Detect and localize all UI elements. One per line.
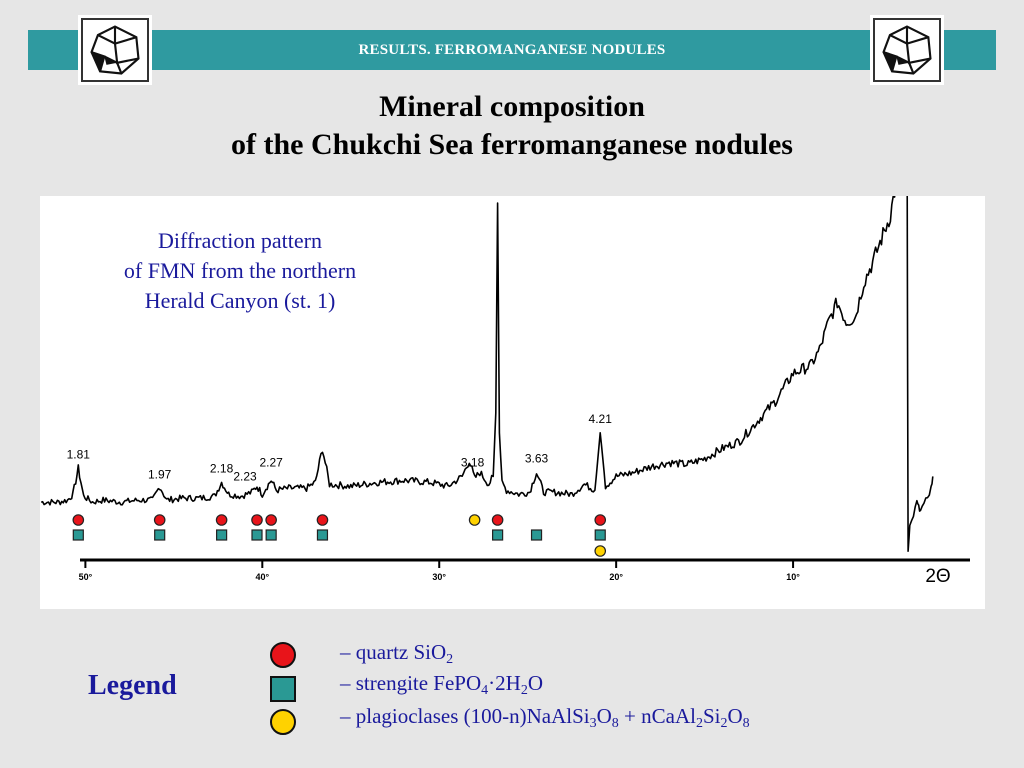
strengite-marker: [72, 529, 84, 541]
diffraction-trace: [40, 196, 934, 553]
legend-subscript: 2: [446, 652, 454, 667]
x-tick-label: 20°: [609, 572, 623, 582]
strengite-marker: [530, 529, 543, 541]
quartz-circle-icon: [270, 642, 296, 668]
legend-subscript: 2: [720, 716, 728, 731]
strengite-marker: [216, 529, 228, 541]
legend-subscript: 4: [481, 683, 489, 698]
quartz-marker: [72, 514, 85, 526]
legend-text-part: + nCaAl: [618, 704, 696, 728]
strengite-marker: [594, 529, 606, 541]
legend-subscript: 8: [611, 716, 619, 731]
legend-text-part: Si: [702, 704, 721, 728]
plagioclases-marker: [468, 514, 481, 526]
legend-subscript: 2: [695, 716, 703, 731]
legend-marker-strengite: [270, 676, 296, 702]
quartz-marker: [215, 514, 228, 526]
legend-text-part: O: [527, 671, 543, 695]
legend-marker-quartz: [270, 642, 296, 668]
polyhedron-logo-icon: [870, 15, 944, 85]
strengite-marker: [316, 529, 329, 541]
legend-subscript: 2: [520, 683, 528, 698]
header-title: RESULTS. FERROMANGANESE NODULES: [358, 42, 666, 58]
polyhedron-logo-left-graphic: [90, 25, 140, 75]
header-band: [28, 30, 996, 70]
polyhedron-logo-right-graphic: [882, 25, 932, 75]
x-axis-label: 2Θ: [925, 566, 950, 587]
slide-title-line-2: of the Chukchi Sea ferromanganese nodule…: [231, 128, 793, 161]
legend-text-part: – quartz SiO: [340, 640, 447, 664]
x-tick-label: 10°: [786, 572, 800, 582]
plagioclases-circle-icon: [270, 709, 296, 735]
legend-text-part: – strengite FePO: [340, 671, 482, 695]
peak-label: 2.27: [259, 455, 283, 469]
strengite-marker: [265, 529, 277, 541]
polyhedron-logo-icon: [78, 15, 152, 85]
legend-text-quartz: – quartz SiO2: [340, 640, 454, 667]
legend-text-part: O: [596, 704, 612, 728]
quartz-marker: [491, 514, 504, 526]
legend-title: Legend: [88, 670, 177, 701]
chart-caption-line-1: Diffraction pattern: [158, 228, 322, 253]
chart-caption-line-3: Herald Canyon (st. 1): [144, 288, 336, 313]
peak-label: 3.18: [461, 455, 485, 469]
legend-text-strengite: – strengite FePO4·2H2O: [340, 671, 543, 698]
legend-subscript: 8: [742, 716, 750, 731]
quartz-marker: [251, 514, 263, 526]
strengite-marker: [492, 529, 504, 541]
x-tick-label: 30°: [432, 572, 446, 582]
strengite-marker: [251, 529, 263, 541]
chart-panel: [40, 196, 985, 609]
peak-label: 3.63: [525, 451, 549, 465]
quartz-marker: [594, 514, 607, 526]
strengite-marker: [154, 529, 166, 541]
quartz-marker: [153, 514, 166, 526]
slide-title-line-1: Mineral composition: [379, 90, 645, 123]
chart-caption: Diffraction pattern of FMN from the nort…: [80, 226, 400, 316]
legend-text-part: – plagioclases (100-n)NaAlSi: [340, 704, 590, 728]
chart-caption-line-2: of FMN from the northern: [123, 258, 357, 283]
peak-label: 2.23: [233, 469, 257, 483]
x-tick-label: 50°: [79, 572, 93, 582]
peak-label: 4.21: [589, 412, 613, 426]
legend-text-part: ·2H: [488, 671, 521, 695]
legend-marker-plagioclases: [270, 709, 296, 735]
slide-title: Mineral composition of the Chukchi Sea f…: [0, 88, 1024, 164]
legend-text-part: O: [727, 704, 743, 728]
quartz-marker: [265, 514, 277, 526]
plagioclases-marker: [594, 545, 607, 557]
peak-label: 3.32: [486, 196, 510, 198]
peak-label: 1.97: [148, 467, 172, 481]
legend-text-plagioclases: – plagioclases (100-n)NaAlSi3O8 + nCaAl2…: [340, 704, 750, 731]
diffraction-chart: 50° 40° 30° 20° 10° 2Θ 1.81 1.97 2.182.232.27 3.1…: [40, 196, 970, 587]
peak-label: 2.18: [210, 461, 234, 475]
x-tick-label: 40°: [255, 572, 269, 582]
peak-label: 1.81: [67, 447, 91, 461]
strengite-square-icon: [270, 676, 296, 702]
quartz-marker: [316, 514, 329, 526]
legend-subscript: 3: [589, 716, 597, 731]
